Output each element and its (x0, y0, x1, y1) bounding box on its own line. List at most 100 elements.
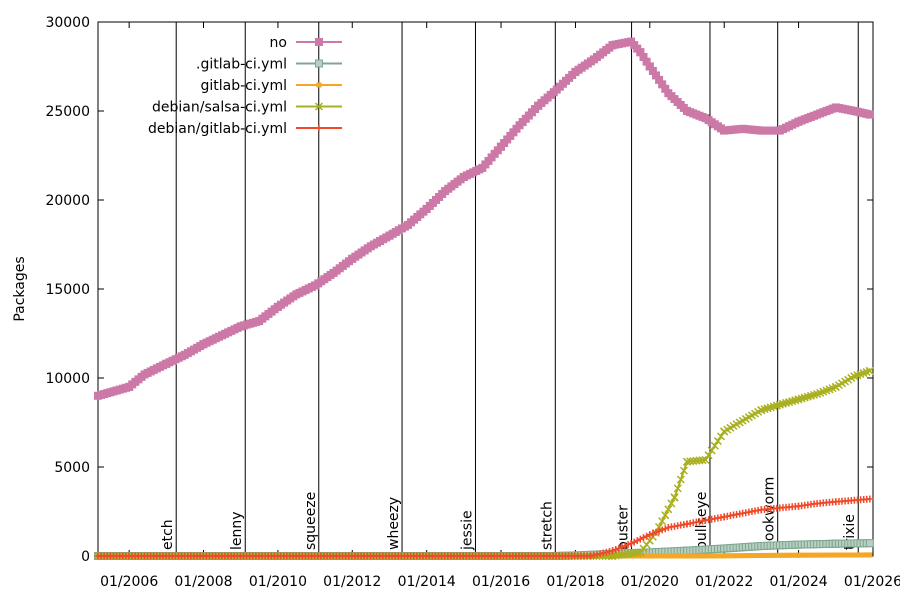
series-point-2 (709, 553, 715, 559)
series-point-2 (777, 552, 783, 558)
series-point-3 (704, 451, 713, 460)
series-point-2 (643, 553, 649, 559)
y-tick-label: 5000 (54, 460, 90, 476)
series-point-0 (661, 84, 670, 93)
legend-label-1: .gitlab-ci.yml (196, 57, 287, 73)
series-point-2 (737, 553, 743, 559)
legend-marker-3 (314, 102, 324, 111)
series-point-2 (661, 553, 667, 559)
series-point-2 (692, 553, 698, 559)
release-label-lenny: lenny (229, 511, 245, 550)
series-point-2 (721, 553, 727, 559)
series-point-2 (703, 553, 709, 559)
series-point-4 (590, 551, 598, 559)
series-point-2 (817, 552, 823, 558)
release-label-bookworm: bookworm (762, 477, 778, 550)
series-point-1 (865, 539, 874, 548)
series-point-2 (789, 552, 795, 558)
series-point-4 (655, 527, 663, 535)
series-point-2 (768, 552, 774, 558)
y-axis-label: Packages (12, 256, 28, 321)
series-point-4 (630, 538, 638, 546)
series-line-3 (98, 369, 871, 557)
series-point-2 (655, 553, 661, 559)
series-point-4 (658, 526, 666, 534)
x-tick-label: 01/2010 (249, 574, 307, 590)
series-point-4 (605, 547, 613, 555)
series-point-0 (648, 66, 657, 75)
series-point-4 (609, 547, 617, 555)
series-point-2 (799, 552, 805, 558)
legend-label-0: no (270, 35, 287, 51)
series-point-2 (864, 552, 870, 558)
series-point-0 (636, 48, 645, 57)
release-label-stretch: stretch (539, 501, 555, 550)
series-point-2 (845, 552, 851, 558)
series-point-2 (786, 552, 792, 558)
series-point-2 (671, 553, 677, 559)
series-point-3 (673, 484, 682, 493)
series-point-2 (867, 552, 873, 558)
series-point-0 (642, 57, 651, 66)
series-point-0 (658, 80, 667, 89)
x-tick-label: 01/2020 (621, 574, 679, 590)
series-point-2 (830, 552, 836, 558)
series-point-3 (716, 432, 726, 441)
x-tick-label: 01/2024 (769, 574, 827, 590)
series-point-2 (699, 553, 705, 559)
series-point-4 (633, 537, 641, 545)
series-point-3 (865, 366, 874, 375)
x-tick-label: 01/2014 (398, 574, 456, 590)
series-point-2 (848, 552, 854, 558)
series-point-2 (724, 553, 730, 559)
series-point-2 (836, 552, 842, 558)
series-point-0 (651, 71, 660, 80)
series-point-3 (710, 441, 719, 450)
series-point-3 (679, 466, 688, 475)
series-point-2 (683, 553, 689, 559)
y-tick-label: 30000 (45, 15, 90, 31)
release-label-etch: etch (160, 519, 176, 550)
series-point-2 (668, 553, 674, 559)
series-point-4 (593, 550, 601, 558)
series-point-2 (823, 552, 829, 558)
series-point-2 (814, 552, 820, 558)
series-point-4 (602, 548, 610, 556)
release-label-wheezy: wheezy (386, 497, 402, 550)
series-point-2 (780, 552, 786, 558)
series-point-2 (783, 552, 789, 558)
y-tick-label: 20000 (45, 193, 90, 209)
series-point-2 (646, 553, 652, 559)
series-point-2 (640, 553, 646, 559)
series-point-2 (727, 553, 733, 559)
series-point-0 (639, 52, 648, 61)
series-point-2 (792, 552, 798, 558)
series-point-2 (820, 552, 826, 558)
series-point-4 (639, 534, 647, 542)
series-point-2 (706, 553, 712, 559)
series-point-2 (715, 553, 721, 559)
x-tick-label: 01/2006 (100, 574, 158, 590)
series-point-2 (765, 552, 771, 558)
legend-label-2: gitlab-ci.yml (200, 78, 287, 94)
series-point-2 (652, 553, 658, 559)
series-point-4 (646, 531, 654, 539)
x-tick-label: 01/2026 (844, 574, 900, 590)
series-point-2 (649, 553, 655, 559)
series-point-2 (674, 553, 680, 559)
x-tick-label: 01/2022 (695, 574, 753, 590)
series-point-2 (712, 553, 718, 559)
series-point-3 (713, 437, 722, 446)
series-point-4 (599, 549, 607, 557)
legend-label-4: debian/gitlab-ci.yml (148, 121, 287, 137)
series-point-2 (696, 553, 702, 559)
series-point-2 (746, 553, 752, 559)
release-label-squeeze: squeeze (303, 492, 319, 550)
series-point-4 (596, 550, 604, 558)
legend-marker-0 (315, 38, 323, 46)
series-point-4 (627, 540, 635, 548)
legend-marker-4 (315, 124, 323, 132)
legend-marker-2 (316, 82, 322, 88)
